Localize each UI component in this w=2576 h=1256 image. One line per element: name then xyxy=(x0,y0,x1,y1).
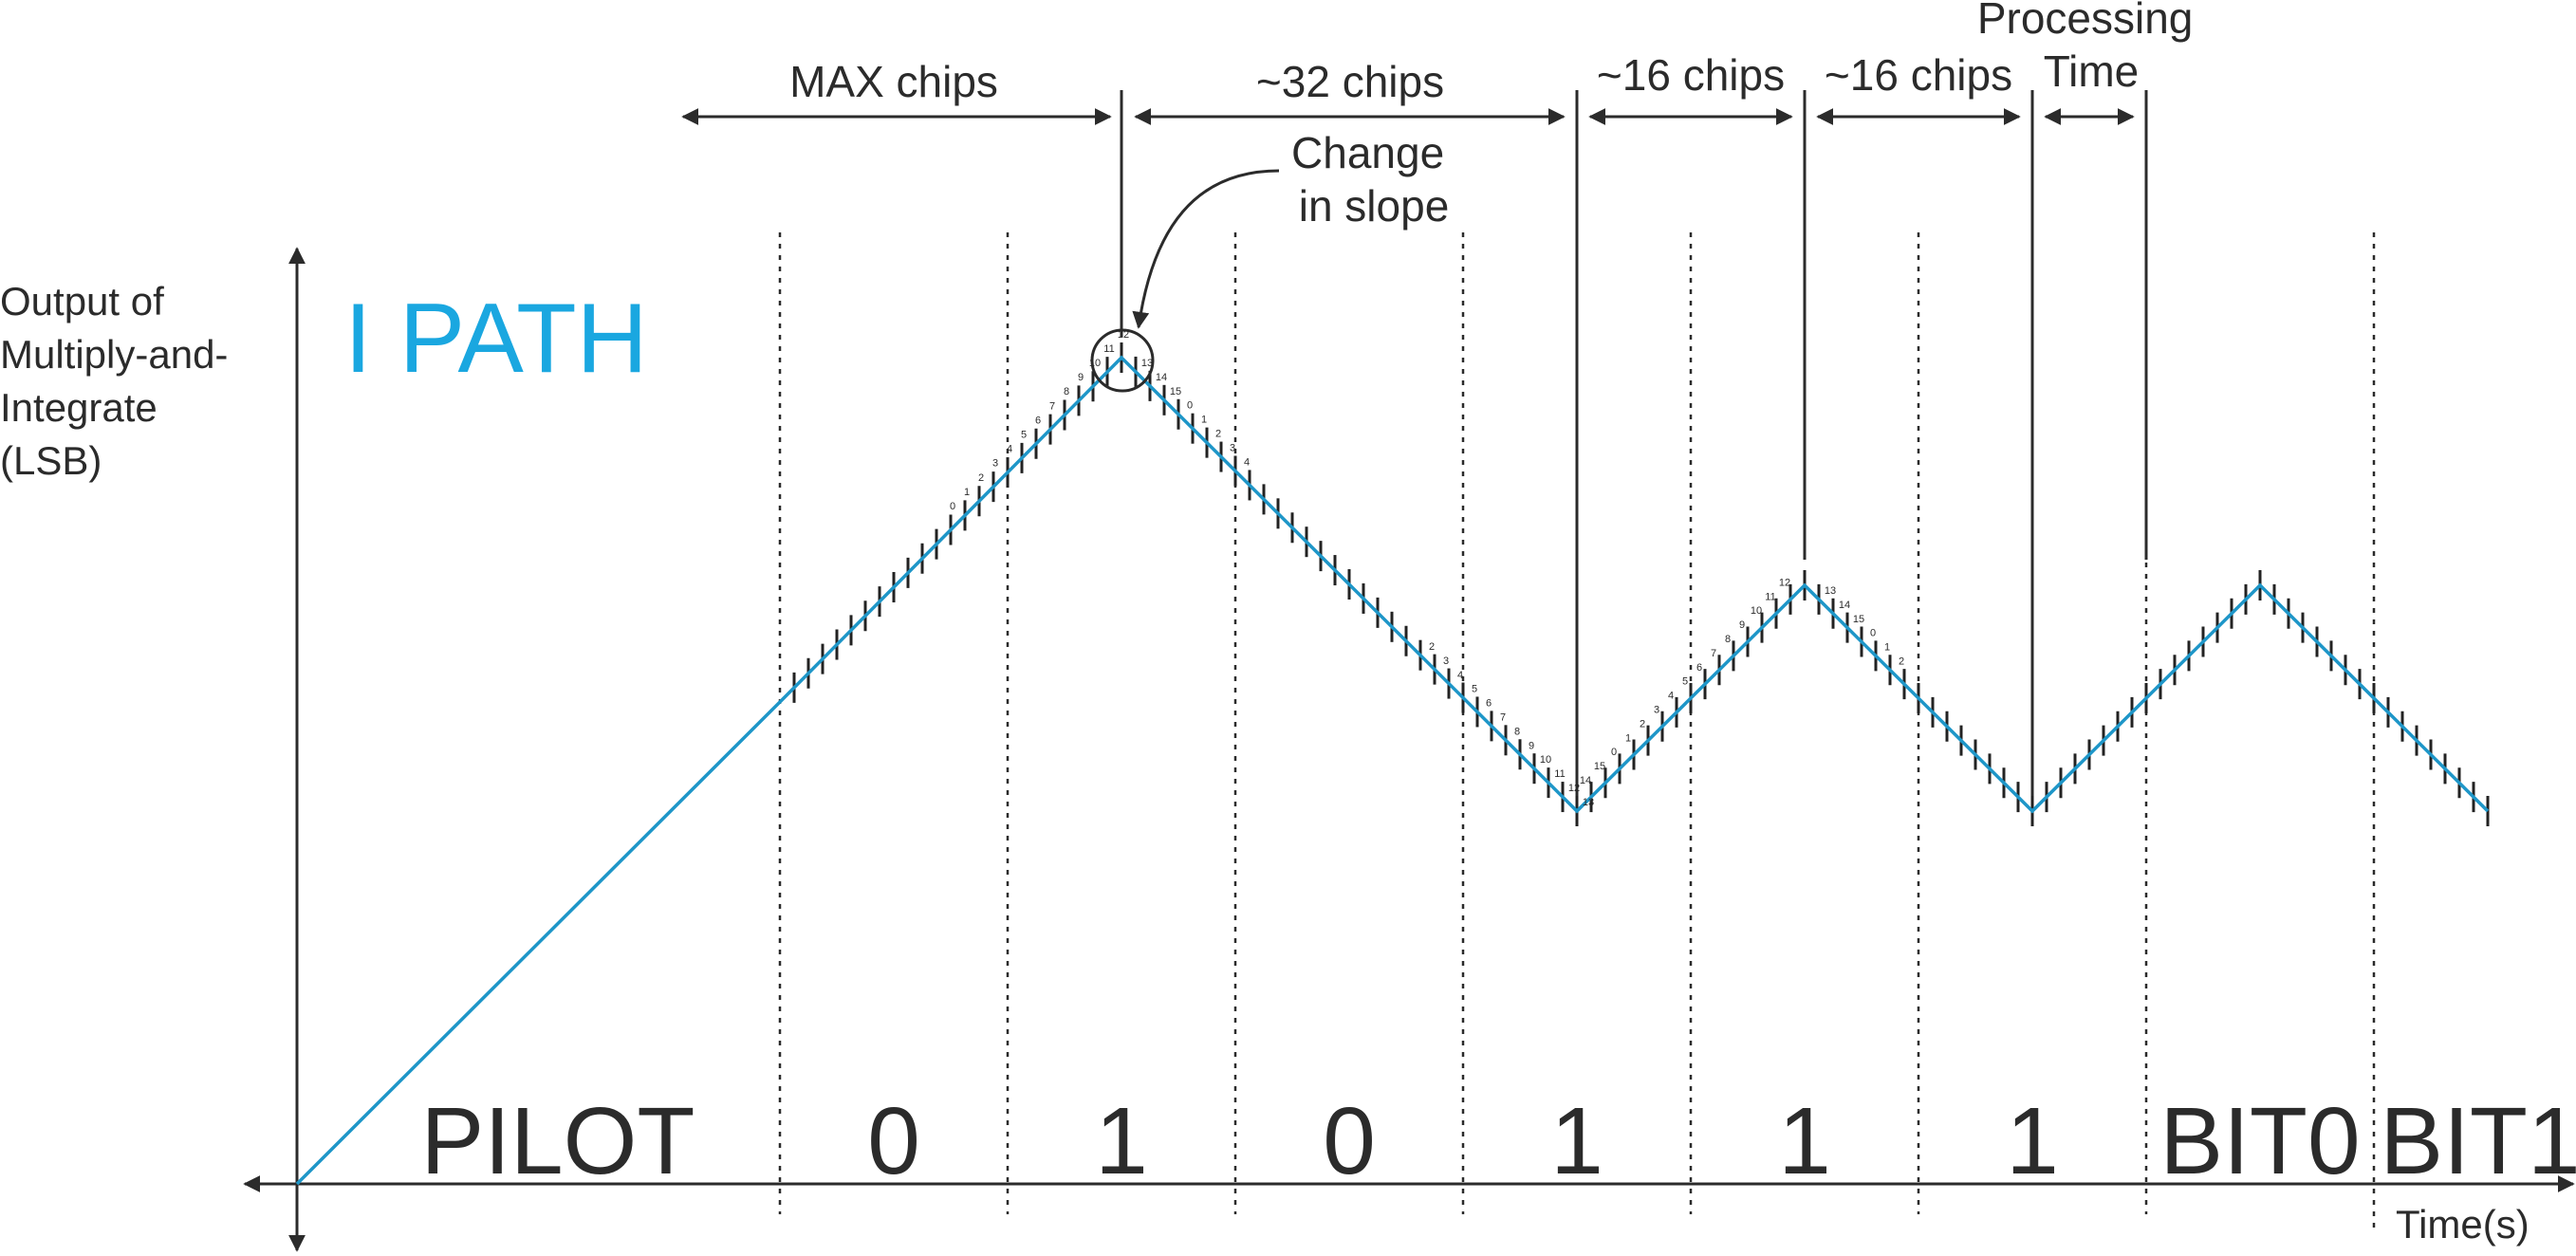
slope-change-label: Change in slope xyxy=(1291,128,1456,231)
chip-number-40: 5 xyxy=(1682,676,1688,688)
chip-number-47: 12 xyxy=(1779,577,1790,588)
chip-number-49: 14 xyxy=(1839,600,1850,611)
segment-bit1-label: BIT1 xyxy=(2380,1088,2576,1194)
chip-ticks xyxy=(792,342,2490,826)
processing-time-line-2: Time xyxy=(2044,46,2140,96)
diagram-title: I PATH xyxy=(344,284,648,394)
chip-number-43: 8 xyxy=(1725,634,1731,645)
segment-bit-3: 1 xyxy=(1550,1088,1603,1194)
segment-bit-5: 1 xyxy=(2006,1088,2059,1194)
chip-number-11: 11 xyxy=(1103,343,1114,355)
chip-number-26: 7 xyxy=(1500,712,1506,724)
chip-number-42: 7 xyxy=(1711,648,1716,659)
segment-bit-1: 1 xyxy=(1095,1088,1148,1194)
chip-number-20: 4 xyxy=(1244,456,1250,468)
chip-number-1: 1 xyxy=(964,487,970,498)
chip-number-8: 8 xyxy=(1064,386,1069,397)
chip-number-19: 3 xyxy=(1230,442,1235,453)
chip-number-22: 3 xyxy=(1443,656,1449,667)
chip-number-23: 4 xyxy=(1457,670,1463,681)
chip-number-50: 15 xyxy=(1853,614,1864,625)
chip-number-0: 0 xyxy=(950,501,955,512)
span-16b-label: ~16 chips xyxy=(1825,50,2012,100)
segment-bit0-label: BIT0 xyxy=(2159,1088,2360,1194)
event-markers xyxy=(1120,90,2148,825)
span-max-label: MAX chips xyxy=(789,57,998,106)
y-axis-label: Output of Multiply-and- Integrate (LSB) xyxy=(0,279,239,483)
chip-number-21: 2 xyxy=(1429,641,1435,653)
chip-number-5: 5 xyxy=(1021,430,1027,441)
x-axis-label: Time(s) xyxy=(2396,1202,2530,1247)
chip-number-30: 11 xyxy=(1554,768,1565,780)
slope-change-line-1: Change xyxy=(1291,128,1444,177)
chip-number-37: 2 xyxy=(1640,718,1645,730)
chip-number-4: 4 xyxy=(1007,444,1012,455)
slope-change-line-2: in slope xyxy=(1299,181,1450,231)
slope-change-circle xyxy=(1090,328,1155,393)
span-32-label: ~32 chips xyxy=(1256,57,1444,106)
chip-number-32: 13 xyxy=(1583,797,1594,808)
span-16a-label: ~16 chips xyxy=(1597,50,1785,100)
chip-number-16: 0 xyxy=(1187,400,1193,412)
chip-number-29: 10 xyxy=(1540,754,1551,766)
chip-number-35: 0 xyxy=(1611,747,1617,758)
chip-number-36: 1 xyxy=(1625,732,1631,744)
segment-bit-4: 1 xyxy=(1778,1088,1831,1194)
chip-number-53: 2 xyxy=(1899,656,1904,668)
chip-number-45: 10 xyxy=(1751,605,1762,617)
chip-number-33: 14 xyxy=(1580,775,1591,786)
segment-bit-2: 0 xyxy=(1323,1088,1376,1194)
chip-number-9: 9 xyxy=(1078,372,1084,383)
chip-number-51: 0 xyxy=(1870,628,1876,639)
segment-pilot: PILOT xyxy=(421,1088,695,1194)
chip-number-6: 6 xyxy=(1035,415,1041,426)
segment-labels: PILOT 0 1 0 1 1 1 BIT0 BIT1 xyxy=(421,1088,2576,1194)
chip-number-7: 7 xyxy=(1049,400,1055,412)
y-axis-label-line-2: Multiply-and- xyxy=(0,332,228,377)
chip-number-14: 14 xyxy=(1156,372,1167,383)
chip-number-17: 1 xyxy=(1201,415,1207,426)
chip-number-3: 3 xyxy=(992,458,998,470)
signal-trace xyxy=(295,355,2490,1186)
chip-number-12: 12 xyxy=(1118,329,1129,341)
chip-number-52: 1 xyxy=(1884,642,1890,654)
chip-number-41: 6 xyxy=(1696,662,1702,674)
chip-number-48: 13 xyxy=(1825,585,1836,597)
y-axis-label-line-3: Integrate xyxy=(0,385,158,430)
chip-number-34: 15 xyxy=(1594,761,1605,772)
chip-number-25: 6 xyxy=(1486,698,1492,710)
processing-time-line-1: Processing xyxy=(1977,0,2194,43)
chip-number-44: 9 xyxy=(1739,619,1745,631)
chip-number-28: 9 xyxy=(1529,740,1534,751)
chip-number-13: 13 xyxy=(1141,358,1153,369)
slope-change-arrow xyxy=(1132,169,1280,329)
segment-bit-0: 0 xyxy=(867,1088,920,1194)
chip-number-39: 4 xyxy=(1668,691,1674,702)
chip-number-27: 8 xyxy=(1514,726,1520,737)
processing-time-label: Processing Time xyxy=(1977,0,2205,96)
chip-number-38: 3 xyxy=(1654,705,1659,716)
chip-number-31: 12 xyxy=(1568,783,1580,794)
y-axis-label-line-1: Output of xyxy=(0,279,164,323)
y-axis-label-line-4: (LSB) xyxy=(0,438,102,483)
chip-number-2: 2 xyxy=(978,472,984,484)
chip-number-46: 11 xyxy=(1765,591,1775,602)
chip-number-15: 15 xyxy=(1170,386,1181,397)
chip-number-24: 5 xyxy=(1472,684,1477,695)
chip-number-18: 2 xyxy=(1215,429,1221,440)
